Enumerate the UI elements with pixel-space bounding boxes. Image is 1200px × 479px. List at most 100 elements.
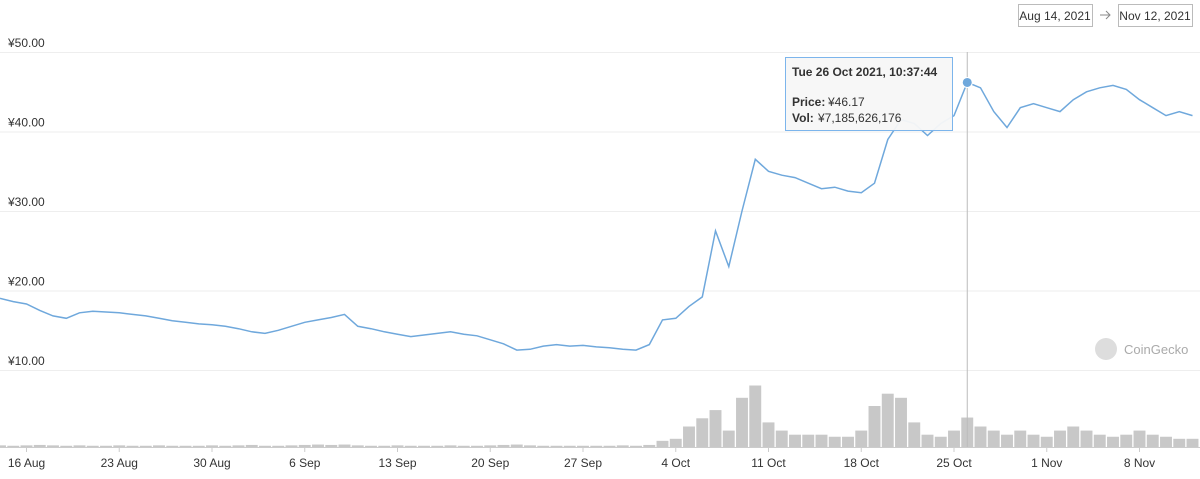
volume-bar bbox=[550, 445, 563, 447]
volume-bar bbox=[895, 397, 907, 447]
volume-bar bbox=[179, 445, 192, 447]
volume-bar bbox=[325, 444, 338, 447]
start-date: Aug 14, 2021 bbox=[1019, 9, 1091, 23]
volume-bar bbox=[100, 445, 112, 447]
volume-bar bbox=[0, 445, 6, 447]
tooltip-price-label: Price: bbox=[792, 95, 825, 109]
volume-bar bbox=[365, 445, 377, 447]
x-tick-label: 20 Sep bbox=[471, 456, 509, 470]
volume-bar bbox=[1093, 434, 1106, 447]
x-tick-label: 25 Oct bbox=[936, 456, 972, 470]
hover-point bbox=[961, 76, 973, 88]
x-tick-label: 8 Nov bbox=[1124, 456, 1155, 470]
end-date: Nov 12, 2021 bbox=[1119, 9, 1191, 23]
volume-bar bbox=[669, 438, 682, 447]
volume-bar bbox=[153, 445, 165, 447]
volume-bar bbox=[232, 445, 245, 447]
volume-bar bbox=[1014, 430, 1027, 447]
volume-bar bbox=[378, 445, 391, 447]
volume-bar bbox=[1186, 438, 1199, 447]
volume-bar bbox=[351, 445, 364, 447]
volume-bar bbox=[1027, 434, 1040, 447]
volume-bar bbox=[86, 445, 99, 447]
volume-bar bbox=[842, 436, 854, 447]
volume-bar bbox=[404, 445, 417, 447]
volume-bar bbox=[696, 418, 709, 447]
volume-bar bbox=[418, 445, 430, 447]
volume-bar bbox=[139, 445, 152, 447]
volume-bar bbox=[974, 426, 987, 447]
volume-bar bbox=[643, 444, 656, 447]
volume-bar bbox=[192, 445, 205, 447]
volume-bar bbox=[683, 426, 695, 447]
tooltip-vol-label: Vol: bbox=[792, 111, 814, 125]
end-date-input[interactable] bbox=[1118, 4, 1193, 27]
volume-bar bbox=[815, 434, 828, 447]
tooltip-price: ¥46.17 bbox=[827, 95, 865, 109]
volume-bar bbox=[431, 445, 444, 447]
volume-bar bbox=[868, 406, 881, 447]
volume-bar bbox=[206, 445, 218, 447]
start-date-input[interactable] bbox=[1018, 4, 1093, 27]
volume-bar bbox=[1173, 438, 1186, 447]
volume-bar bbox=[537, 445, 550, 447]
x-tick-label: 23 Aug bbox=[101, 456, 138, 470]
x-tick-label: 11 Oct bbox=[751, 456, 786, 470]
volume-bar bbox=[630, 445, 642, 447]
tooltip-title: Tue 26 Oct 2021, 10:37:44 bbox=[792, 65, 938, 79]
volume-bar bbox=[60, 445, 73, 447]
volume-bar bbox=[471, 445, 483, 447]
volume-bar bbox=[590, 445, 603, 447]
volume-bar bbox=[736, 397, 748, 447]
tooltip-box bbox=[785, 57, 953, 131]
volume-bar bbox=[20, 445, 33, 447]
x-tick-label: 6 Sep bbox=[289, 456, 321, 470]
volume-bar bbox=[1067, 426, 1080, 447]
volume-bar bbox=[126, 445, 139, 447]
volume-bar bbox=[881, 393, 894, 447]
watermark: CoinGecko bbox=[1095, 338, 1188, 360]
grid: ¥10.00 ¥20.00 ¥30.00 ¥40.00 ¥50.00 bbox=[0, 36, 1200, 371]
x-tick-label: 30 Aug bbox=[193, 456, 230, 470]
tooltip: Tue 26 Oct 2021, 10:37:44 Price: ¥46.17 … bbox=[785, 57, 953, 131]
volume-bar bbox=[722, 430, 735, 447]
volume-bar bbox=[828, 436, 841, 447]
volume-bar bbox=[1107, 436, 1119, 447]
volume-bar bbox=[524, 445, 536, 447]
volume-bar bbox=[762, 422, 775, 447]
x-tick-label: 4 Oct bbox=[661, 456, 690, 470]
volume-bar bbox=[444, 445, 457, 447]
volume-bar bbox=[921, 434, 934, 447]
volume-bar bbox=[1133, 430, 1146, 447]
volume-bar bbox=[113, 445, 126, 447]
x-axis: 16 Aug 23 Aug 30 Aug 6 Sep 13 Sep 20 Sep 27 Se… bbox=[8, 447, 1155, 470]
volume-bar bbox=[1080, 430, 1093, 447]
volume-bar bbox=[1001, 434, 1013, 447]
volume-bar bbox=[219, 445, 232, 447]
x-tick-label: 18 Oct bbox=[844, 456, 880, 470]
volume-bar bbox=[245, 444, 258, 447]
volume-bar bbox=[1146, 434, 1159, 447]
volume bbox=[0, 385, 1199, 447]
volume-bar bbox=[298, 444, 311, 447]
volume-bar bbox=[285, 445, 298, 447]
volume-bar bbox=[855, 430, 868, 447]
y-tick-label: ¥30.00 bbox=[7, 195, 45, 209]
volume-bar bbox=[497, 444, 510, 447]
volume-bar bbox=[709, 410, 722, 447]
tooltip-vol: ¥7,185,626,176 bbox=[817, 111, 902, 125]
volume-bar bbox=[484, 445, 497, 447]
volume-bar bbox=[616, 445, 629, 447]
volume-bar bbox=[802, 434, 815, 447]
volume-bar bbox=[934, 436, 947, 447]
volume-bar bbox=[987, 430, 1000, 447]
volume-bar bbox=[33, 444, 46, 447]
volume-bar bbox=[789, 434, 801, 447]
volume-bar bbox=[1160, 436, 1172, 447]
volume-bar bbox=[908, 422, 921, 447]
y-tick-label: ¥20.00 bbox=[7, 275, 45, 289]
volume-bar bbox=[1040, 436, 1053, 447]
x-tick-label: 13 Sep bbox=[378, 456, 416, 470]
